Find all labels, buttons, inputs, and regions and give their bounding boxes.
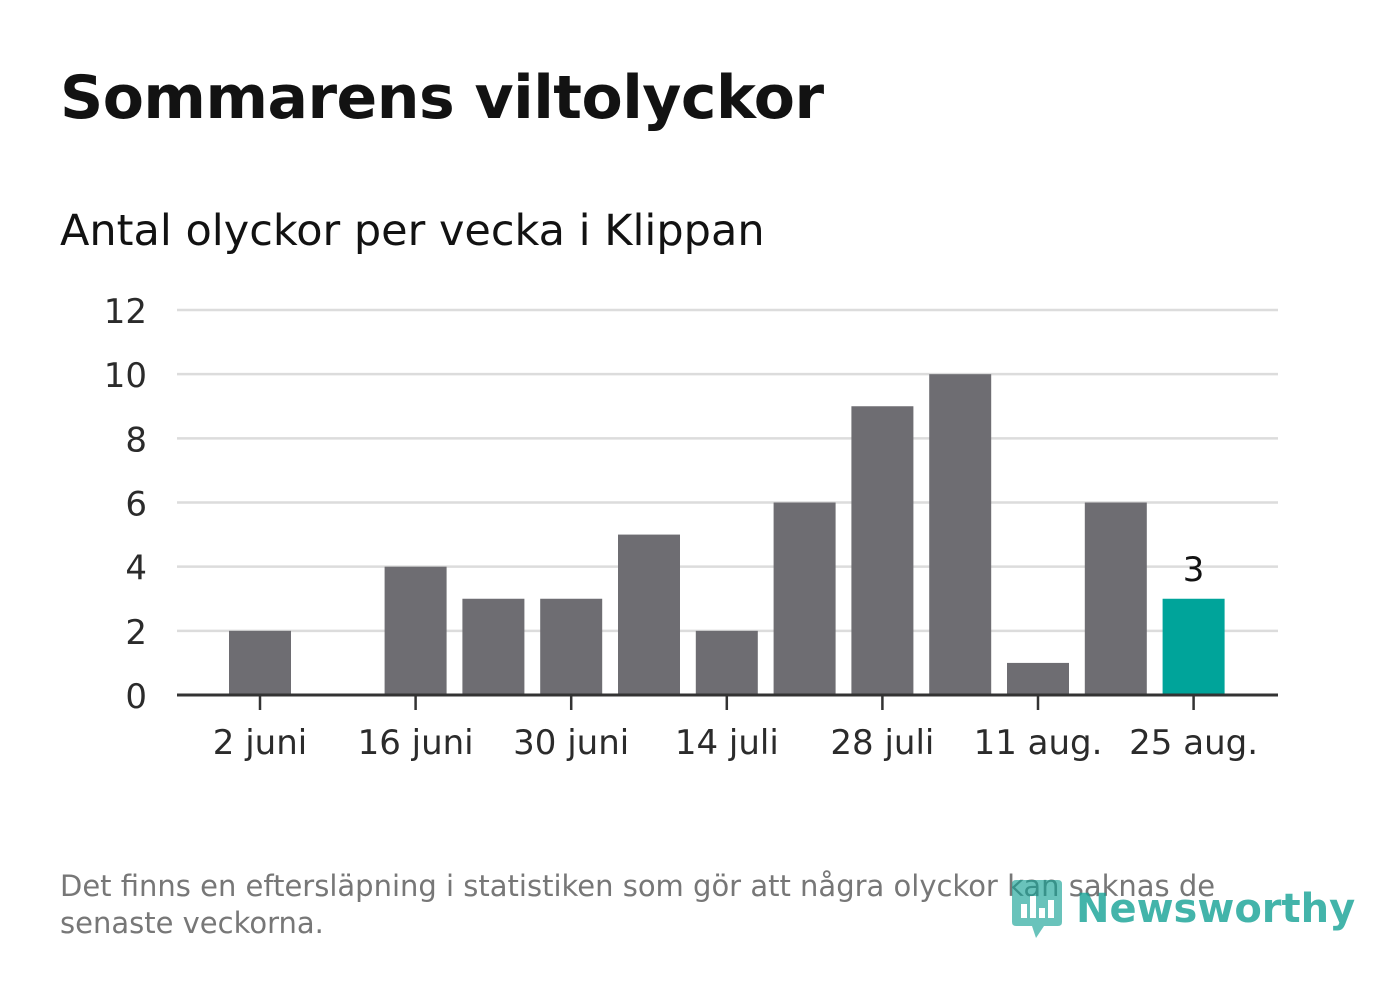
brand-logo: Newsworthy <box>1010 876 1355 942</box>
bar <box>384 566 447 695</box>
bar <box>540 598 603 695</box>
y-tick-label: 10 <box>104 356 147 396</box>
x-tick-label: 16 juni <box>358 723 474 763</box>
newsworthy-logo-icon <box>1012 880 1062 938</box>
bar <box>929 374 992 695</box>
x-axis-ticks: 2 juni 16 juni 30 juni 14 juli 28 juli 11 aug… <box>177 693 1278 763</box>
x-tick-label: 30 juni <box>513 723 629 763</box>
chart-subtitle: Antal olyckor per vecka i Klippan <box>60 206 765 256</box>
y-tick-label: 8 <box>125 420 147 460</box>
y-tick-label: 12 <box>104 292 147 332</box>
bar <box>229 630 291 695</box>
y-tick-label: 2 <box>125 613 147 653</box>
x-tick-label: 28 juli <box>830 723 934 763</box>
bar <box>618 534 680 695</box>
bar <box>851 406 914 695</box>
bar <box>462 598 525 695</box>
x-tick-label: 14 juli <box>675 723 779 763</box>
bar <box>773 502 836 695</box>
bar <box>1084 502 1147 695</box>
bars <box>229 374 1225 695</box>
y-axis-ticks: 0 2 4 6 8 10 12 <box>104 292 147 717</box>
data-labels: 3 <box>1183 550 1205 590</box>
bar <box>695 630 758 695</box>
x-tick-label: 2 juni <box>213 723 307 763</box>
y-tick-label: 6 <box>125 485 147 525</box>
y-tick-label: 0 <box>125 677 147 717</box>
chart-title: Sommarens viltolyckor <box>60 63 824 133</box>
data-label: 3 <box>1183 550 1205 590</box>
bar <box>1007 662 1069 695</box>
x-tick-label: 11 aug. <box>974 723 1103 763</box>
brand-name: Newsworthy <box>1076 886 1356 932</box>
y-tick-label: 4 <box>125 549 147 589</box>
x-tick-label: 25 aug. <box>1129 723 1258 763</box>
bar-highlight <box>1162 598 1225 695</box>
